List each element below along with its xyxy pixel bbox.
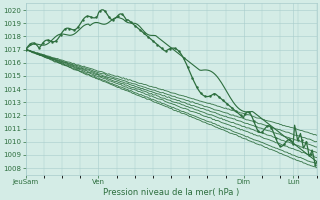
X-axis label: Pression niveau de la mer( hPa ): Pression niveau de la mer( hPa ) bbox=[103, 188, 239, 197]
